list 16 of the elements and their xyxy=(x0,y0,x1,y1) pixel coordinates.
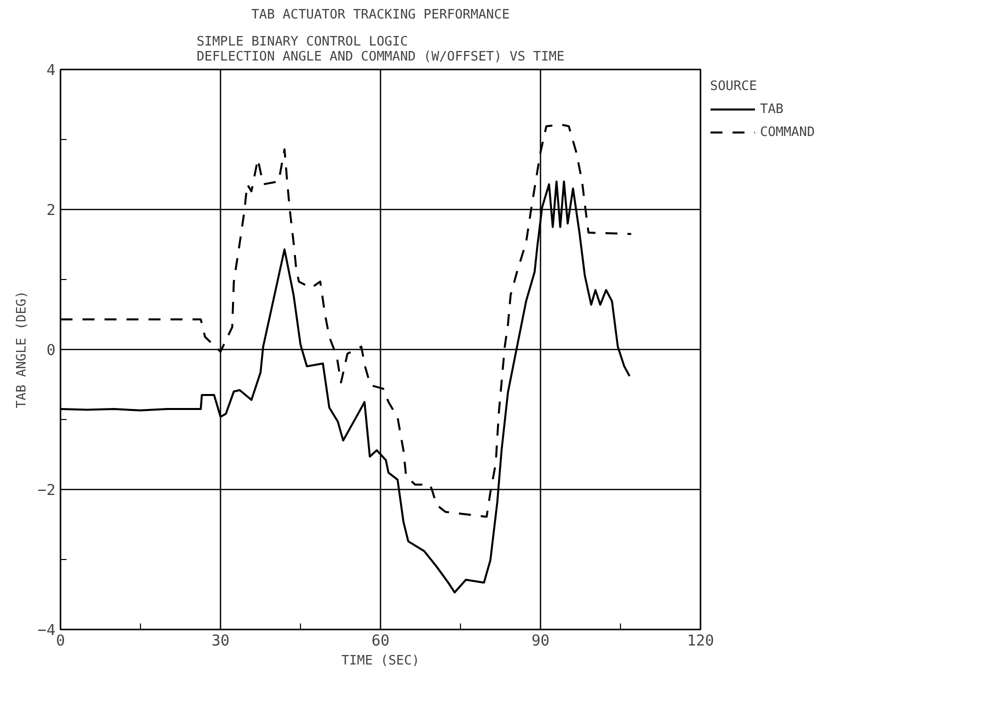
y-tick-label: 2 xyxy=(46,201,56,219)
y-tick-label: 0 xyxy=(46,341,56,359)
y-tick-label: −4 xyxy=(37,621,56,639)
legend-label: TAB xyxy=(760,102,784,116)
legend-title: SOURCE xyxy=(710,79,758,94)
x-tick-label: 60 xyxy=(371,632,390,650)
x-tick-label: 120 xyxy=(686,632,714,650)
y-tick-label: −2 xyxy=(37,481,56,499)
chart-subtitle: SIMPLE BINARY CONTROL LOGIC DEFLECTION ANGLE AND COMMAND (W/OFFSET) VS TIME xyxy=(196,34,564,64)
x-tick-label: 30 xyxy=(211,632,230,650)
legend-label: COMMAND xyxy=(760,124,815,140)
x-tick-label: 90 xyxy=(531,632,550,650)
chart-title: TAB ACTUATOR TRACKING PERFORMANCE xyxy=(251,8,510,22)
y-axis-title: TAB ANGLE (DEG) xyxy=(14,290,30,408)
y-tick-label: 4 xyxy=(46,61,56,79)
x-axis-title: TIME (SEC) xyxy=(341,654,420,668)
